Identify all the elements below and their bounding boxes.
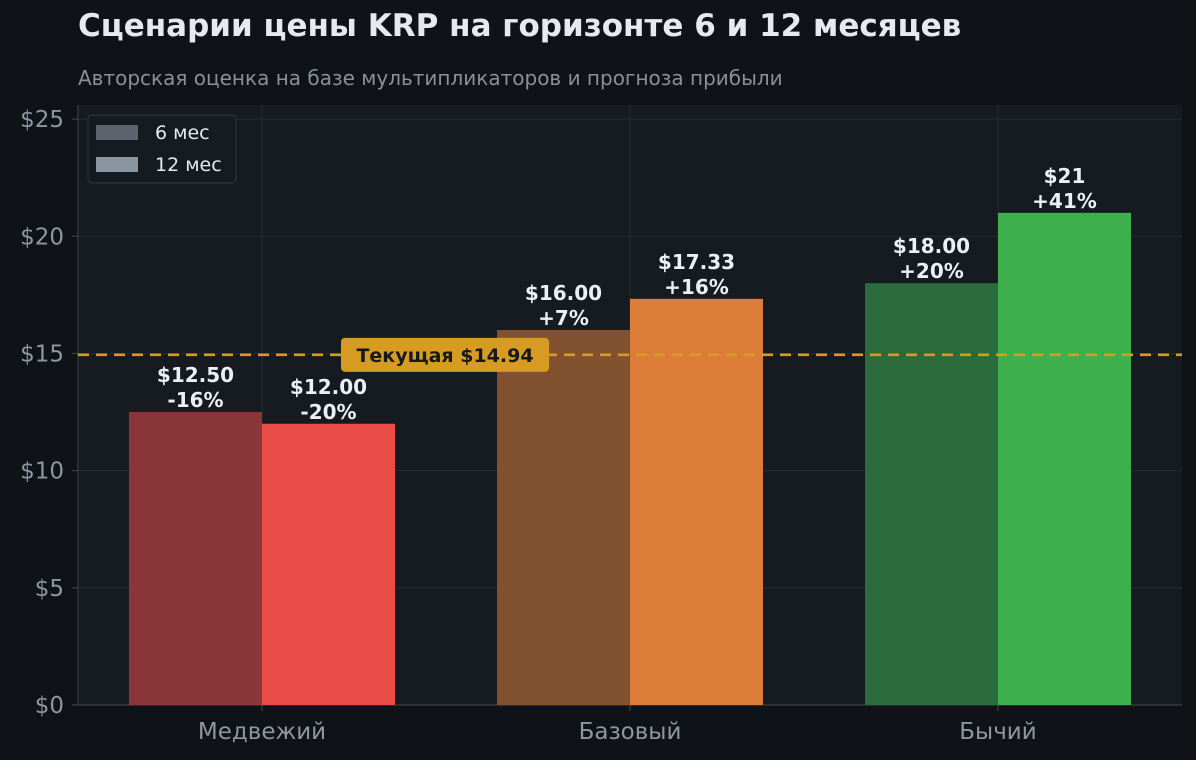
legend-label: 12 мес xyxy=(155,154,222,176)
y-tick-label: $25 xyxy=(20,107,64,133)
legend-swatch xyxy=(96,157,138,172)
bar xyxy=(262,423,395,705)
y-tick-label: $0 xyxy=(35,693,64,719)
reference-line-label-box xyxy=(341,337,549,372)
bar-change-label: -20% xyxy=(300,400,356,424)
bar-value-label: $21 xyxy=(1044,164,1086,188)
legend-swatch xyxy=(96,125,138,140)
chart-subtitle: Авторская оценка на базе мультипликаторо… xyxy=(78,66,783,90)
bar xyxy=(497,330,630,705)
bar-value-label: $18.00 xyxy=(893,234,970,258)
y-tick-label: $20 xyxy=(20,224,64,250)
bar-change-label: +41% xyxy=(1032,189,1097,213)
bar-value-label: $12.50 xyxy=(157,363,234,387)
chart-title: Сценарии цены KRP на горизонте 6 и 12 ме… xyxy=(78,8,962,44)
bar-change-label: +20% xyxy=(899,259,964,283)
bar-change-label: +16% xyxy=(664,275,729,299)
y-tick-label: $15 xyxy=(20,341,64,367)
bar-change-label: -16% xyxy=(167,388,223,412)
x-tick-label: Бычий xyxy=(959,719,1036,745)
bar-value-label: $16.00 xyxy=(525,281,602,305)
legend-label: 6 мес xyxy=(155,122,210,144)
bar xyxy=(998,212,1131,705)
bar-value-label: $12.00 xyxy=(290,375,367,399)
x-tick-label: Базовый xyxy=(579,719,682,745)
bar-change-label: +7% xyxy=(538,306,589,330)
reference-line-label: Текущая $14.94 xyxy=(356,345,533,367)
bar xyxy=(630,298,763,705)
bar xyxy=(129,412,262,705)
y-tick-label: $5 xyxy=(35,576,64,602)
x-tick-label: Медвежий xyxy=(198,719,326,745)
y-tick-label: $10 xyxy=(20,459,64,485)
bar xyxy=(865,283,998,705)
bar-value-label: $17.33 xyxy=(658,250,735,274)
